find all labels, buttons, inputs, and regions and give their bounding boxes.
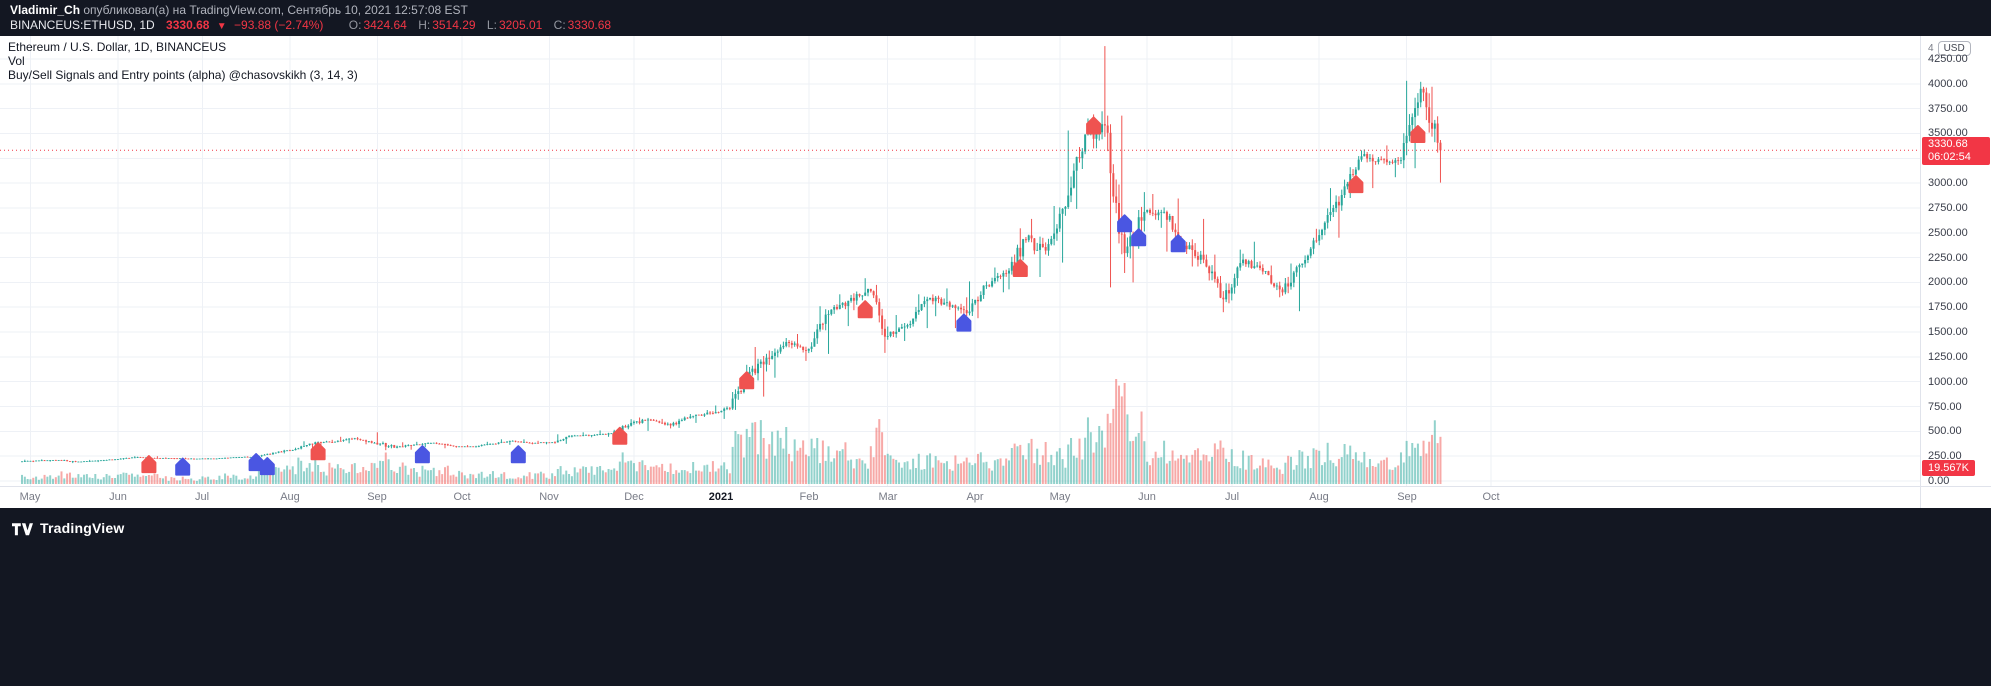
current-price-badge: 3330.68 06:02:54 <box>1922 137 1990 165</box>
open-label: O: <box>348 18 362 32</box>
symbol-line: BINANCEUS:ETHUSD, 1D 3330.68 ▼ −93.88 (−… <box>10 18 1991 34</box>
price-axis-label: 4000.00 <box>1928 78 1968 90</box>
price-axis-label: 500.00 <box>1928 425 1962 437</box>
author-name: Vladimir_Ch <box>10 3 81 17</box>
time-axis-label: Jul <box>1224 491 1240 503</box>
last-price: 3330.68 <box>166 18 210 32</box>
price-axis-label: 250.00 <box>1928 450 1962 462</box>
price-axis-label: 3750.00 <box>1928 103 1968 115</box>
buy-signal-marker <box>259 457 275 476</box>
price-axis-label: 2000.00 <box>1928 276 1968 288</box>
down-arrow-icon: ▼ <box>216 21 227 32</box>
time-axis-label: Nov <box>539 491 559 503</box>
price-axis-label: 1750.00 <box>1928 301 1968 313</box>
time-axis-label: 2021 <box>708 491 734 503</box>
time-axis-label: Oct <box>1482 491 1500 503</box>
post-header: Vladimir_Ch опубликовал(а) на TradingVie… <box>0 0 1991 36</box>
time-axis-label: Sep <box>1397 491 1417 503</box>
time-axis-label: May <box>1049 491 1071 503</box>
price-axis-label: 1500.00 <box>1928 326 1968 338</box>
low-label: L: <box>486 18 497 32</box>
candlestick-plot[interactable] <box>0 36 1920 486</box>
sell-signal-marker <box>1012 259 1028 277</box>
time-axis-label: Jun <box>1138 491 1156 503</box>
buy-signal-marker <box>414 445 430 464</box>
buy-signal-marker <box>510 445 526 464</box>
sell-signal-marker <box>141 455 157 474</box>
sell-signal-marker <box>857 300 873 319</box>
chart-area: Ethereum / U.S. Dollar, 1D, BINANCEUS Vo… <box>0 36 1991 508</box>
close-label: C: <box>553 18 566 32</box>
high-label: H: <box>418 18 431 32</box>
price-axis-unit: 4 USD <box>1928 41 1971 56</box>
high-value: 3514.29 <box>432 18 476 32</box>
price-axis-label: 2750.00 <box>1928 202 1968 214</box>
current-volume-badge: 19.567K <box>1922 460 1975 476</box>
legend-symbol-title[interactable]: Ethereum / U.S. Dollar, 1D, BINANCEUS <box>8 40 227 54</box>
time-axis-label: Mar <box>878 491 898 503</box>
price-axis-label: 2250.00 <box>1928 252 1968 264</box>
time-axis-label: Aug <box>280 491 300 503</box>
brand-name: TradingView <box>40 520 125 536</box>
badge-countdown: 06:02:54 <box>1928 151 1971 163</box>
sell-signal-marker <box>1348 175 1364 194</box>
volume-bars <box>21 379 1442 484</box>
snapshot-footer: TradingView <box>0 508 1991 686</box>
time-axis-label: Sep <box>367 491 387 503</box>
price-axis-label: 4250.00 <box>1928 53 1968 65</box>
axis-currency-toggle[interactable]: USD <box>1937 41 1971 56</box>
price-axis-label: 2500.00 <box>1928 227 1968 239</box>
gridlines <box>0 36 1920 486</box>
time-axis-label: May <box>19 491 41 503</box>
tradingview-logo-icon <box>12 522 33 535</box>
signal-markers <box>141 116 1426 476</box>
price-axis-label: 1250.00 <box>1928 351 1968 363</box>
publish-info: опубликовал(а) на TradingView.com, Сентя… <box>80 3 468 17</box>
sell-signal-marker <box>739 371 755 390</box>
price-change: −93.88 (−2.74%) <box>234 18 324 32</box>
publish-line: Vladimir_Ch опубликовал(а) на TradingVie… <box>10 3 1991 18</box>
buy-signal-marker <box>175 457 191 476</box>
price-axis-label: 0.00 <box>1928 475 1950 487</box>
time-axis-label: Apr <box>966 491 984 503</box>
price-axis-label: 750.00 <box>1928 401 1962 413</box>
price-axis-label: 3500.00 <box>1928 127 1968 139</box>
legend-volume[interactable]: Vol <box>8 54 25 68</box>
buy-signal-marker <box>1117 214 1133 233</box>
candles <box>21 46 1442 464</box>
time-axis-label: Aug <box>1309 491 1329 503</box>
time-axis-label: Jun <box>109 491 127 503</box>
time-axis-label: Feb <box>799 491 819 503</box>
legend-indicator[interactable]: Buy/Sell Signals and Entry points (alpha… <box>8 68 358 82</box>
buy-signal-marker <box>956 313 972 332</box>
chart-legend: Ethereum / U.S. Dollar, 1D, BINANCEUS Vo… <box>8 40 358 82</box>
sell-signal-marker <box>612 426 628 445</box>
time-axis-label: Dec <box>624 491 644 503</box>
price-axis[interactable]: 4 USD 4250.004000.003750.003500.003250.0… <box>1920 36 1991 508</box>
low-value: 3205.01 <box>498 18 543 32</box>
buy-signal-marker <box>1170 234 1186 253</box>
sell-signal-marker <box>1086 116 1102 135</box>
time-axis-label: Jul <box>194 491 210 503</box>
open-value: 3424.64 <box>363 18 407 32</box>
price-axis-label: 1000.00 <box>1928 376 1968 388</box>
time-axis-label: Oct <box>453 491 471 503</box>
axis-unit-prefix: 4 <box>1928 43 1934 54</box>
close-value: 3330.68 <box>567 18 612 32</box>
time-axis[interactable]: May Jun Jul Aug Sep Oct Nov Dec 2021 Feb Mar Apr May… <box>0 486 1991 508</box>
ohlc-values: O: 3424.64 H: 3514.29 L: 3205.01 C: 3330.68 <box>341 18 611 32</box>
symbol-label: BINANCEUS:ETHUSD, 1D <box>10 18 155 32</box>
tradingview-brand[interactable]: TradingView <box>0 508 1991 536</box>
price-axis-label: 3000.00 <box>1928 177 1968 189</box>
sell-signal-marker <box>1410 125 1426 143</box>
sell-signal-marker <box>310 442 326 461</box>
badge-price: 3330.68 <box>1928 138 1968 150</box>
buy-signal-marker <box>1131 228 1147 247</box>
